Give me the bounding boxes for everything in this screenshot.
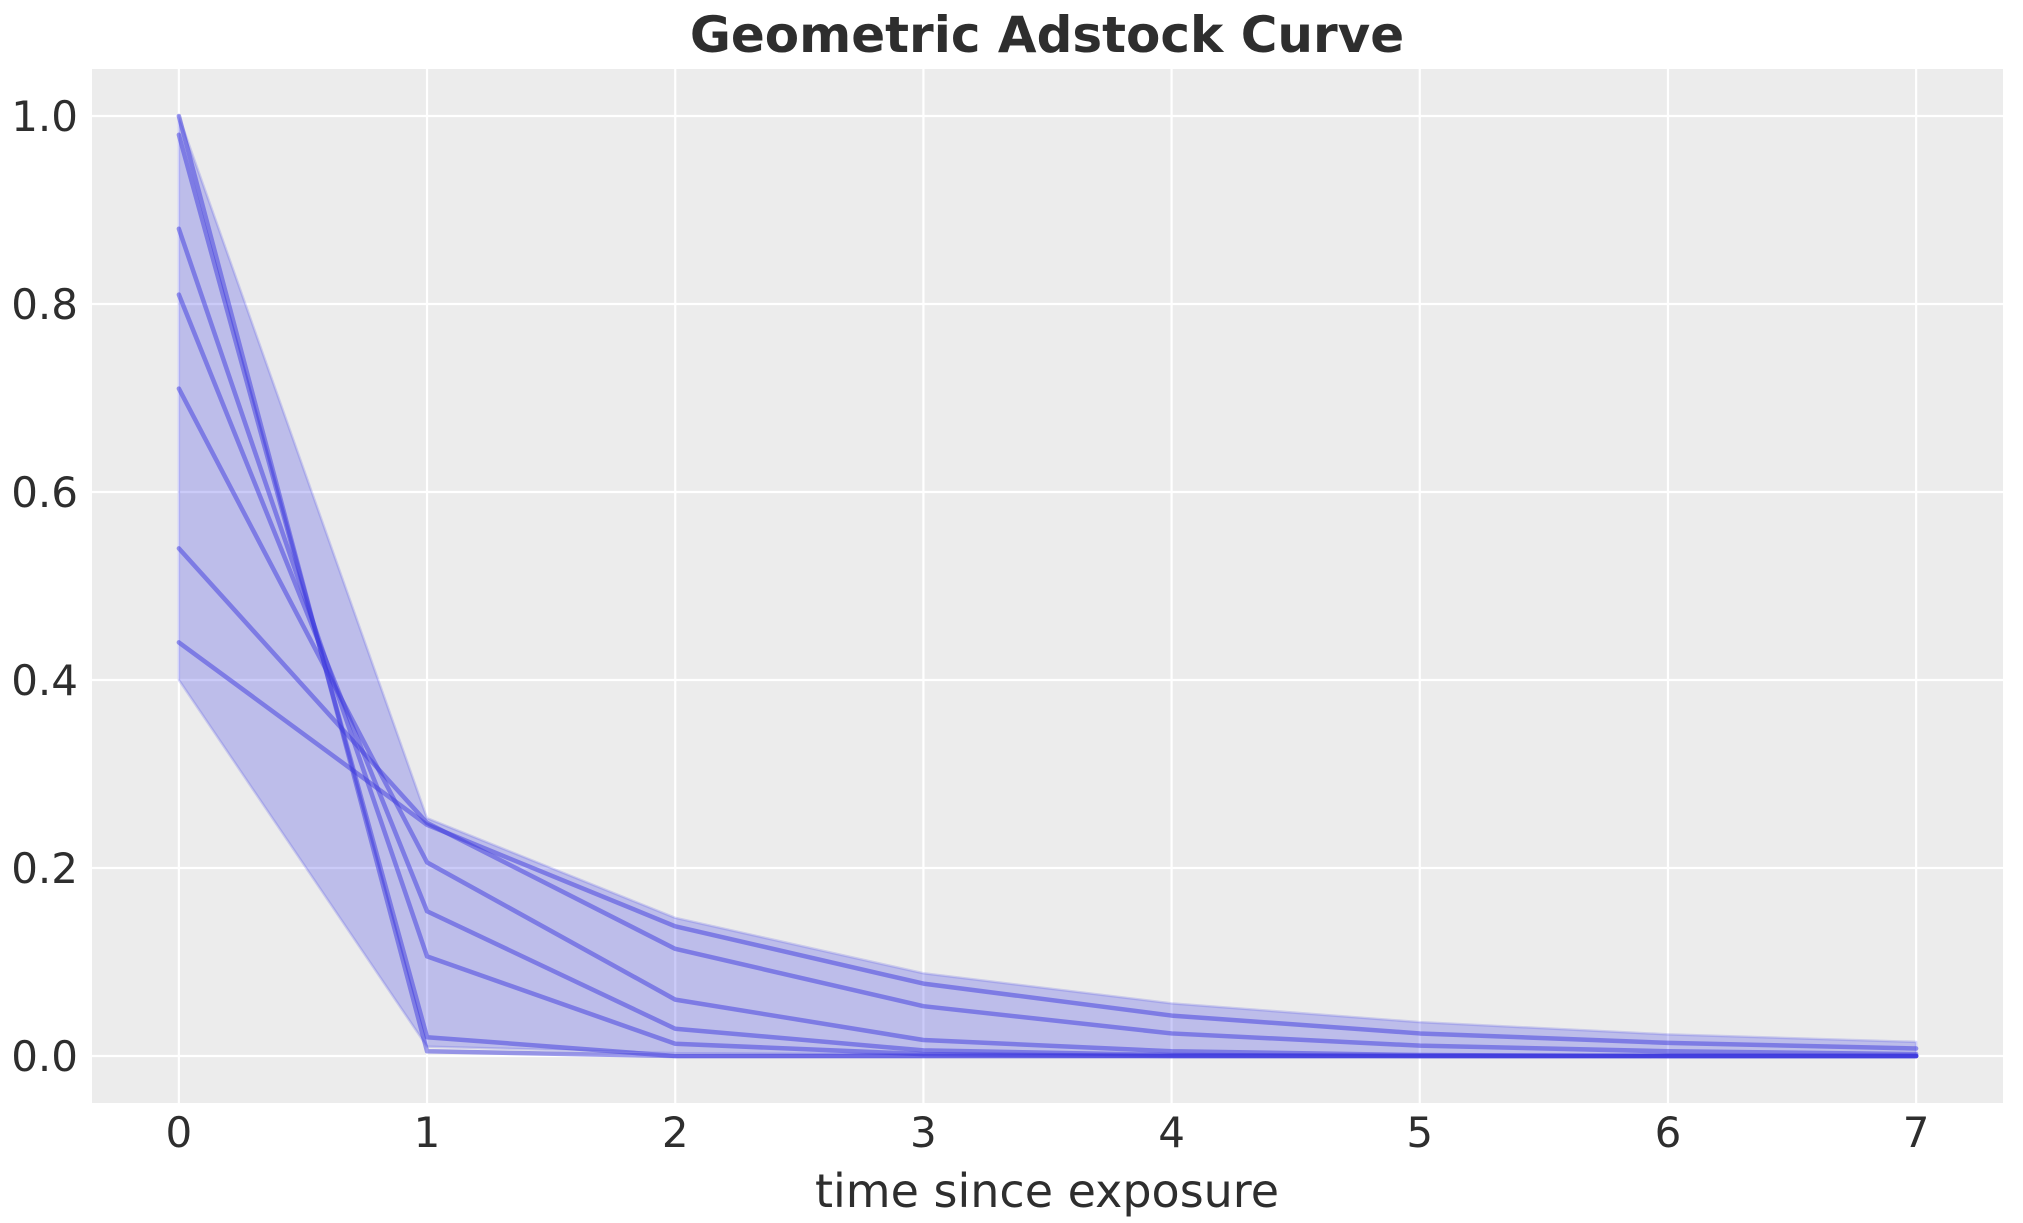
x-tick-label-7: 7 [1903, 1108, 1930, 1157]
x-tick-label-2: 2 [662, 1108, 689, 1157]
y-tick-label-0.6: 0.6 [11, 468, 78, 517]
x-tick-label-3: 3 [910, 1108, 937, 1157]
x-tick-label-4: 4 [1158, 1108, 1185, 1157]
tick-label-layer: 0 1 2 3 4 5 6 7 0.0 0.2 0.4 0.6 0.8 1.0 [11, 92, 1929, 1157]
x-tick-label-0: 0 [165, 1108, 192, 1157]
y-tick-label-1.0: 1.0 [11, 92, 78, 141]
x-tick-label-1: 1 [414, 1108, 441, 1157]
adstock-line-draw-7 [176, 640, 1919, 1051]
y-tick-label-0.8: 0.8 [11, 280, 78, 329]
grid-layer [92, 69, 2003, 1103]
plot-background-layer [92, 69, 2003, 1103]
y-tick-label-0.2: 0.2 [11, 844, 78, 893]
x-tick-label-5: 5 [1406, 1108, 1433, 1157]
plot-area [92, 69, 2003, 1103]
series-layer [176, 113, 1919, 1059]
adstock-line-draw-5 [176, 386, 1919, 1059]
chart-title: Geometric Adstock Curve [690, 6, 1404, 64]
x-axis-label: time since exposure [815, 1164, 1279, 1218]
y-tick-label-0.0: 0.0 [11, 1032, 78, 1081]
y-tick-label-0.4: 0.4 [11, 656, 78, 705]
x-tick-label-6: 6 [1655, 1108, 1682, 1157]
